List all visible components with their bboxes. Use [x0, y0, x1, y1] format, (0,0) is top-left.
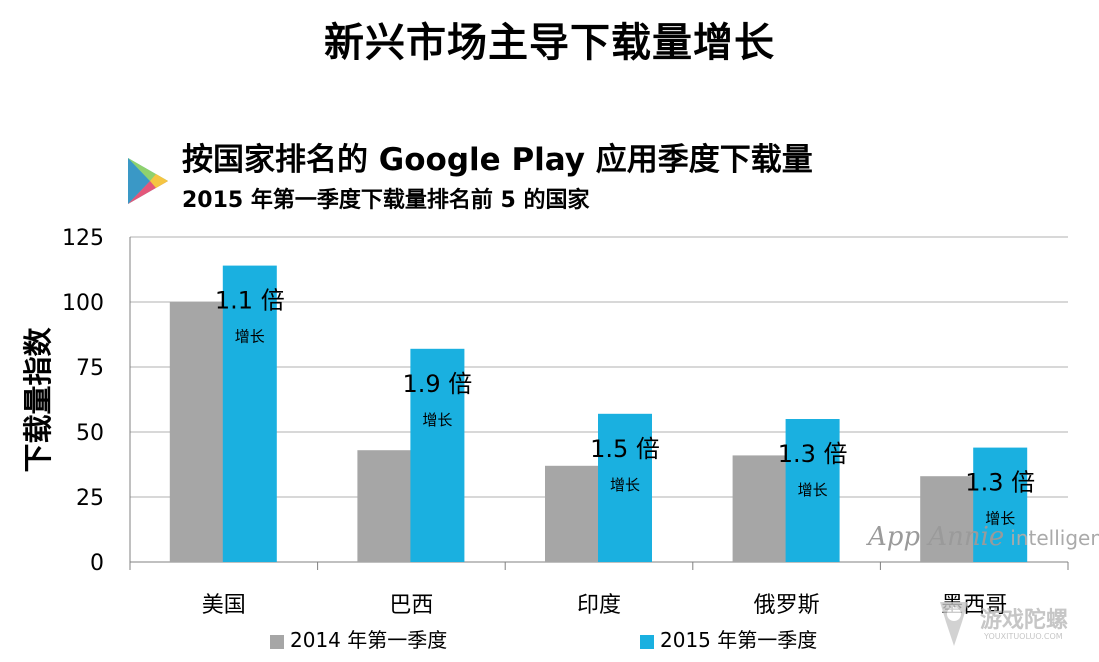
growth-multiplier-label: 1.5 倍 [590, 435, 660, 463]
youxituoluo-en-text: YOUXITUOLUO.COM [984, 632, 1063, 641]
y-tick-label: 125 [62, 226, 104, 251]
youxituoluo-watermark: 游戏陀螺 YOUXITUOLUO.COM [930, 588, 1090, 654]
bar-2014 [732, 455, 787, 562]
chart-subtitle: 2015 年第一季度下载量排名前 5 的国家 [182, 188, 590, 213]
y-tick-label: 25 [76, 486, 104, 511]
bar-2015 [222, 265, 277, 562]
legend-item-2014: 2014 年第一季度 [270, 624, 447, 653]
bar-2014 [545, 465, 599, 562]
app-annie-watermark: App Annieintelligence [868, 522, 1099, 552]
gyroscope-logo-icon [940, 602, 968, 646]
growth-text-label: 增长 [798, 481, 828, 499]
growth-text-label: 增长 [610, 476, 640, 494]
growth-multiplier-label: 1.3 倍 [965, 469, 1035, 497]
growth-text-label: 增长 [422, 411, 452, 429]
intelligence-text: intelligence [1010, 526, 1099, 550]
x-tick-label: 美国 [202, 593, 246, 618]
x-tick-label: 俄罗斯 [754, 593, 820, 618]
y-tick-label: 100 [62, 291, 104, 316]
x-tick-label: 巴西 [389, 593, 433, 618]
bar-2015 [785, 419, 840, 562]
legend-swatch-2015 [640, 634, 654, 649]
bar-2014 [357, 450, 412, 562]
chart-title: 按国家排名的 Google Play 应用季度下载量 [182, 142, 813, 178]
legend-swatch-2014 [270, 634, 284, 649]
page-title: 新兴市场主导下载量增长 [324, 20, 775, 66]
growth-text-label: 增长 [985, 510, 1015, 528]
google-play-icon [128, 158, 168, 204]
x-tick-label: 印度 [577, 593, 621, 618]
legend-label-2015: 2015 年第一季度 [660, 628, 818, 652]
app-annie-text: App Annie [868, 522, 1005, 552]
bar-2015 [598, 413, 652, 562]
growth-text-label: 增长 [235, 328, 265, 346]
legend-label-2014: 2014 年第一季度 [290, 628, 448, 652]
y-tick-label: 0 [90, 551, 104, 576]
bar-2014 [920, 476, 975, 562]
y-tick-label: 75 [76, 356, 104, 381]
bar-2015 [973, 447, 1028, 562]
growth-multiplier-label: 1.3 倍 [778, 440, 848, 468]
bar-2015 [410, 348, 465, 562]
legend-item-2015: 2015 年第一季度 [640, 624, 817, 653]
youxituoluo-cn-text: 游戏陀螺 [980, 608, 1069, 633]
growth-multiplier-label: 1.1 倍 [215, 287, 285, 315]
y-tick-label: 50 [76, 421, 104, 446]
growth-multiplier-label: 1.9 倍 [403, 370, 473, 398]
bar-2014 [169, 302, 224, 562]
